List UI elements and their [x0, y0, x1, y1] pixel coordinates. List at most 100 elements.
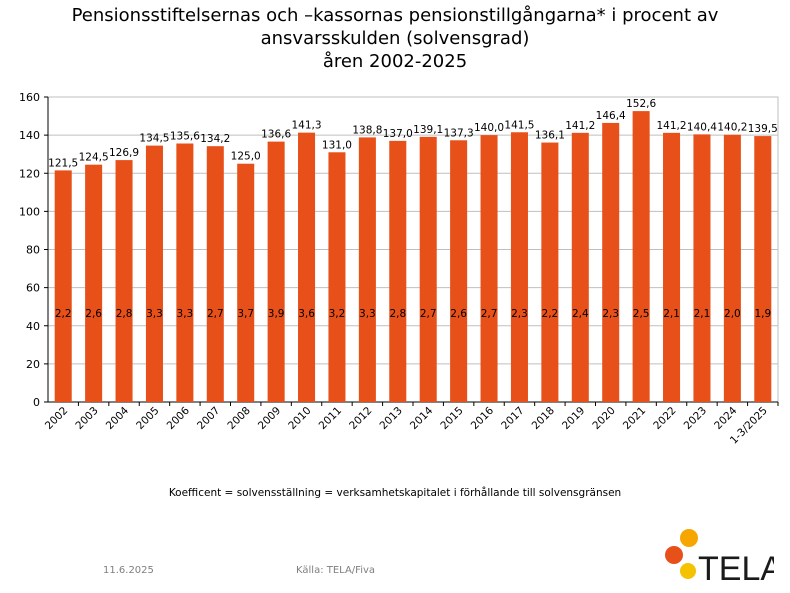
x-tick-label: 2014 [408, 404, 436, 432]
y-tick-label: 100 [19, 205, 40, 218]
bar-value-label: 141,2 [657, 120, 687, 132]
coefficient-label: 3,9 [268, 308, 285, 320]
bar [723, 134, 741, 402]
x-tick-label: 2013 [378, 405, 405, 432]
x-tick-label: 2022 [651, 405, 678, 432]
x-tick-label: 2024 [712, 404, 740, 432]
y-tick-label: 140 [19, 129, 40, 142]
coefficient-label: 2,6 [85, 308, 102, 320]
coefficient-label: 3,7 [237, 308, 254, 320]
bar-value-label: 134,5 [139, 133, 169, 145]
coefficient-label: 3,3 [359, 308, 376, 320]
x-tick-label: 2012 [347, 405, 374, 432]
y-tick-label: 160 [19, 91, 40, 104]
bar [450, 140, 468, 402]
y-tick-label: 20 [26, 358, 40, 371]
bar [176, 143, 194, 402]
coefficient-label: 2,7 [481, 308, 498, 320]
bar-value-label: 134,2 [200, 133, 230, 145]
bar [206, 146, 224, 402]
bar-value-label: 131,0 [322, 139, 352, 151]
bar-value-label: 139,1 [413, 124, 443, 136]
x-tick-label: 2007 [195, 405, 222, 432]
coefficient-label: 1,9 [754, 308, 771, 320]
coefficient-label: 2,8 [116, 308, 133, 320]
x-tick-label: 2010 [286, 405, 313, 432]
coefficient-label: 2,1 [663, 308, 680, 320]
coefficient-label: 3,6 [298, 308, 315, 320]
coefficient-label: 2,5 [633, 308, 650, 320]
y-tick-label: 0 [33, 396, 40, 409]
bar [267, 141, 285, 402]
title-line-1: Pensionsstiftelsernas och –kassornas pen… [71, 5, 719, 26]
x-tick-label: 2009 [256, 405, 283, 432]
x-tick-label: 2018 [530, 405, 557, 432]
coefficient-label: 2,2 [542, 308, 559, 320]
bar-value-label: 138,8 [352, 124, 382, 136]
bar [541, 142, 559, 402]
title-line-3: åren 2002-2025 [322, 51, 468, 72]
bar [754, 136, 772, 402]
bar-value-label: 141,3 [292, 120, 322, 132]
bar [510, 132, 528, 402]
tela-circles-logo-icon [665, 529, 698, 579]
bar [663, 132, 681, 402]
bar [115, 160, 133, 402]
bar-value-label: 139,5 [748, 123, 778, 135]
coefficient-label: 2,3 [511, 308, 528, 320]
x-tick-label: 2016 [469, 404, 497, 432]
coefficient-label: 3,3 [177, 308, 194, 320]
coefficient-label: 2,2 [55, 308, 72, 320]
bar [602, 122, 620, 403]
bar [419, 136, 437, 402]
x-tick-label: 2004 [104, 404, 132, 432]
bar-value-label: 136,1 [535, 130, 565, 142]
logo-text: TELA [698, 550, 774, 584]
bar-value-label: 125,0 [231, 151, 261, 163]
bar-value-label: 140,0 [474, 122, 504, 134]
bar-value-label: 135,6 [170, 131, 200, 143]
footnote: Koefficent = solvensställning = verksamh… [168, 487, 622, 499]
bar [358, 137, 376, 402]
x-tick-label: 2006 [165, 404, 193, 432]
source-label: Källa: TELA/Fiva [296, 565, 376, 576]
bar [693, 134, 711, 403]
bar-value-label: 136,6 [261, 129, 291, 141]
coefficient-label: 2,7 [420, 308, 437, 320]
bar [54, 170, 72, 402]
bar-value-label: 126,9 [109, 147, 139, 159]
coefficient-label: 2,4 [572, 308, 589, 320]
bar-value-label: 124,5 [79, 152, 109, 164]
x-tick-label: 2015 [438, 405, 465, 432]
x-tick-label: 2003 [73, 405, 100, 432]
y-tick-label: 120 [19, 167, 40, 180]
bar [85, 164, 103, 402]
bar [328, 152, 346, 402]
coefficient-label: 2,6 [450, 308, 467, 320]
bar-value-label: 137,0 [383, 128, 413, 140]
bar [571, 132, 589, 402]
x-tick-label: 2019 [560, 405, 587, 432]
x-tick-label: 2008 [225, 405, 252, 432]
x-tick-label: 2020 [590, 405, 617, 432]
bar-value-label: 141,2 [565, 120, 595, 132]
coefficient-label: 2,1 [694, 308, 711, 320]
bar-value-label: 141,5 [504, 119, 534, 131]
coefficient-label: 2,0 [724, 308, 741, 320]
bar [145, 145, 163, 402]
bar [237, 163, 255, 402]
x-tick-label: 2005 [134, 405, 161, 432]
coefficient-label: 3,3 [146, 308, 163, 320]
bar-value-label: 121,5 [48, 157, 78, 169]
x-tick-label: 2017 [499, 405, 526, 432]
bar [480, 135, 498, 402]
bar-value-label: 140,4 [687, 121, 717, 133]
y-tick-label: 60 [26, 282, 40, 295]
y-tick-label: 80 [26, 244, 40, 257]
x-tick-label: 2021 [621, 405, 648, 432]
chart-title: Pensionsstiftelsernas och –kassornas pen… [0, 4, 790, 73]
bar [632, 111, 650, 402]
x-tick-label: 2002 [43, 405, 70, 432]
bar-value-label: 137,3 [444, 127, 474, 139]
title-line-2: ansvarsskulden (solvensgrad) [260, 28, 530, 49]
